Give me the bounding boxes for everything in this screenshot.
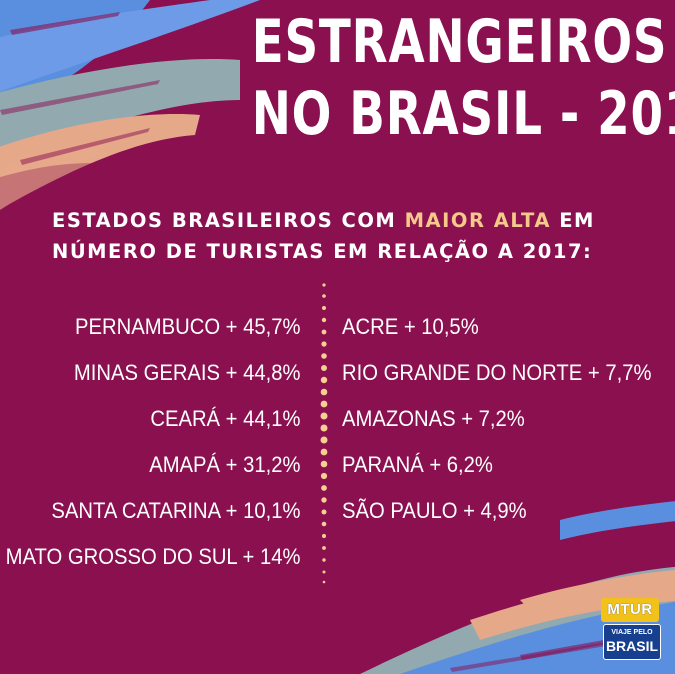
mtur-logo: MTUR VIAJE PELO BRASIL: [601, 598, 663, 662]
page-title: ESTRANGEIROS NO BRASIL - 2018: [251, 6, 675, 150]
list-item: PERNAMBUCO + 45,7%: [75, 314, 301, 339]
logo-small-text: VIAJE PELO: [611, 629, 653, 636]
subtitle-line-2: NÚMERO DE TURISTAS EM RELAÇÃO A 2017:: [52, 240, 593, 263]
title-line-1: ESTRANGEIROS: [251, 7, 668, 77]
viaje-pelo-brasil-sign: VIAJE PELO BRASIL: [603, 624, 661, 660]
logo-big-text: BRASIL: [605, 638, 659, 654]
list-item: PARANÁ + 6,2%: [342, 452, 493, 477]
list-item: SÃO PAULO + 4,9%: [342, 498, 527, 523]
subtitle-part-1: ESTADOS BRASILEIROS COM: [52, 209, 405, 232]
list-item: SANTA CATARINA + 10,1%: [51, 498, 302, 523]
title-line-2: NO BRASIL - 2018: [251, 79, 675, 149]
subtitle-part-2: EM: [550, 209, 595, 232]
right-state-list: ACRE + 10,5% RIO GRANDE DO NORTE + 7,7% …: [342, 304, 675, 534]
list-item: MINAS GERAIS + 44,8%: [74, 360, 301, 385]
subtitle: ESTADOS BRASILEIROS COM MAIOR ALTA EM NÚ…: [52, 205, 632, 267]
list-item: AMAPÁ + 31,2%: [149, 452, 301, 477]
dotted-divider: [320, 283, 328, 584]
list-item: AMAZONAS + 7,2%: [342, 406, 525, 431]
subtitle-highlight: MAIOR ALTA: [404, 209, 551, 232]
list-item: ACRE + 10,5%: [342, 314, 479, 339]
list-item: CEARÁ + 44,1%: [150, 406, 301, 431]
left-state-list: PERNAMBUCO + 45,7% MINAS GERAIS + 44,8% …: [0, 304, 301, 580]
list-item: RIO GRANDE DO NORTE + 7,7%: [342, 360, 652, 385]
mtur-logo-tag: MTUR: [601, 598, 659, 622]
list-item: MATO GROSSO DO SUL + 14%: [6, 544, 301, 569]
